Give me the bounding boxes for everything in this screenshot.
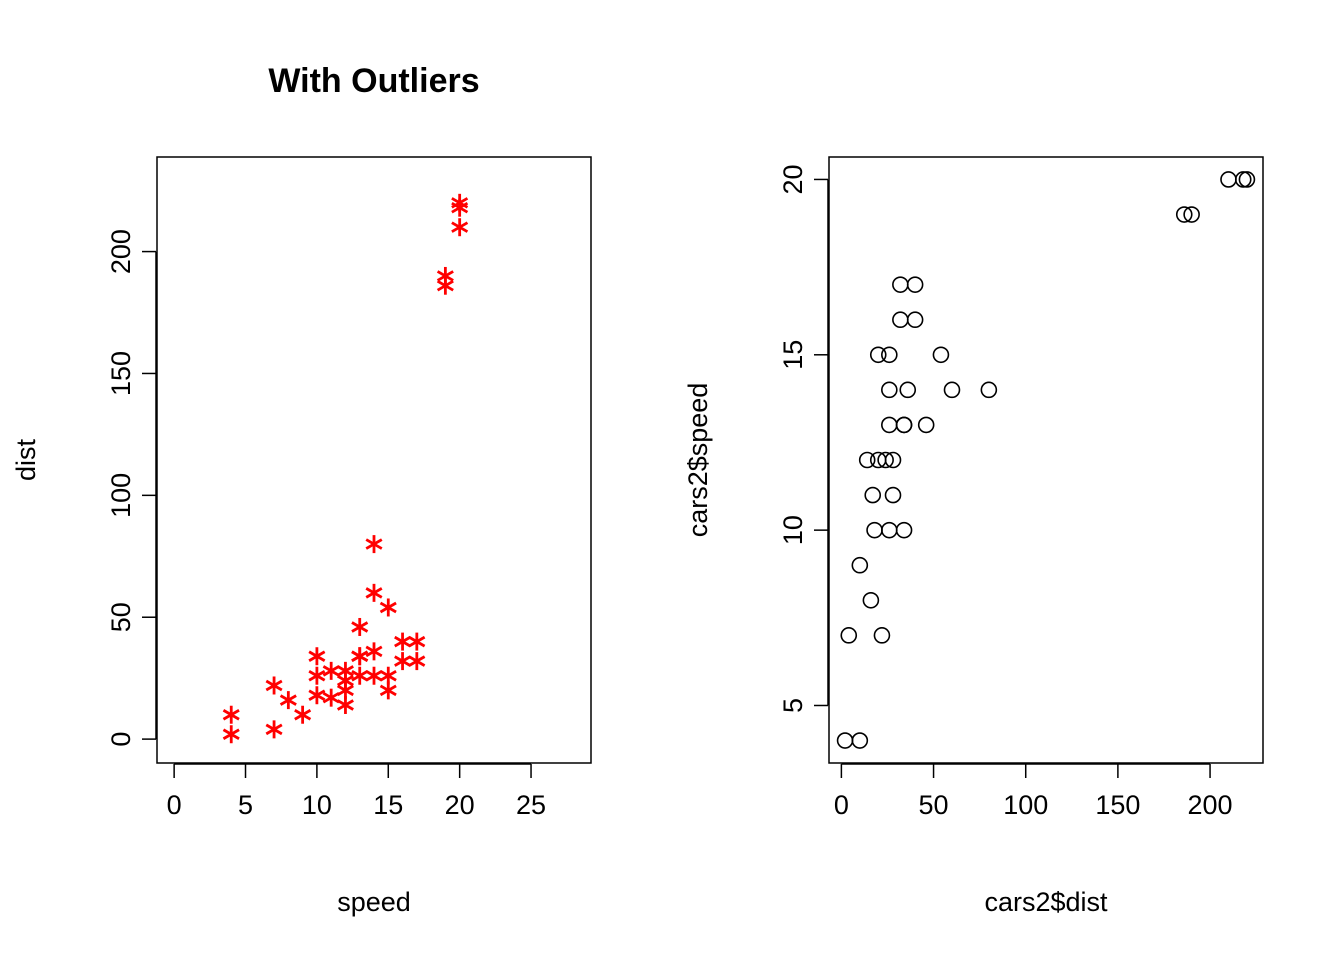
circle-point [877, 451, 894, 469]
asterisk-point [394, 632, 412, 651]
left-chart-title: With Outliers [268, 62, 479, 100]
circle-point [858, 451, 876, 469]
circle-point [881, 521, 898, 539]
circle-point [851, 732, 869, 749]
asterisk-point [336, 661, 354, 680]
left-x-tick-label: 20 [445, 790, 475, 820]
asterisk-point [408, 652, 426, 671]
circle-point [892, 276, 909, 293]
asterisk-point [222, 705, 240, 724]
right-y-tick-label: 10 [778, 515, 808, 545]
asterisk-point [351, 617, 369, 636]
circle-point [895, 521, 913, 539]
circle-point [1220, 171, 1237, 188]
circle-point [840, 627, 858, 644]
circle-point [836, 732, 854, 749]
asterisk-point [451, 218, 469, 237]
left-y-tick-label: 0 [106, 732, 136, 747]
right-x-axis: 0 50 100 150 200 [834, 763, 1233, 820]
asterisk-point [265, 720, 283, 739]
circle-point [895, 416, 913, 434]
circle-point [1175, 206, 1193, 223]
circle-point [1238, 171, 1256, 188]
asterisk-point [451, 193, 469, 212]
left-x-tick-label: 15 [373, 790, 403, 820]
circle-point [851, 556, 869, 574]
asterisk-point [436, 266, 454, 285]
asterisk-point [322, 661, 340, 680]
asterisk-point [365, 666, 383, 685]
left-x-axis-label: speed [337, 887, 411, 917]
asterisk-point [308, 666, 326, 685]
circle-point [884, 451, 902, 469]
asterisk-point [265, 676, 283, 695]
circle-point [881, 381, 898, 399]
right-x-tick-label: 150 [1095, 790, 1140, 820]
asterisk-point [351, 647, 369, 666]
circle-point [892, 311, 909, 329]
left-x-tick-label: 10 [302, 790, 332, 820]
circle-point [932, 346, 950, 364]
circle-point [917, 416, 935, 434]
left-x-tick-label: 0 [167, 790, 182, 820]
circle-point [869, 346, 887, 364]
circle-point [864, 486, 882, 504]
circle-point [943, 381, 961, 399]
left-plot-frame [156, 156, 592, 764]
left-y-tick-label: 150 [106, 351, 136, 396]
left-y-tick-label: 200 [106, 229, 136, 274]
asterisk-point [365, 583, 383, 602]
circle-point [862, 591, 880, 609]
asterisk-point [365, 642, 383, 661]
asterisk-point [379, 666, 397, 685]
left-y-axis: 0 50 100 150 200 [106, 229, 157, 747]
asterisk-point [365, 535, 383, 554]
asterisk-point [222, 725, 240, 744]
asterisk-point [322, 688, 340, 707]
circle-point [881, 346, 898, 364]
left-x-tick-label: 5 [238, 790, 253, 820]
circle-point [980, 381, 998, 399]
circle-point [1183, 206, 1200, 223]
asterisk-point [308, 686, 326, 705]
right-plot-frame [828, 156, 1264, 764]
right-point-layer [836, 171, 1256, 749]
right-y-tick-label: 5 [778, 698, 808, 713]
asterisk-point [308, 647, 326, 666]
asterisk-point [408, 632, 426, 651]
circle-point [906, 276, 924, 293]
circle-point [1234, 171, 1252, 188]
asterisk-point [294, 705, 312, 724]
right-x-tick-label: 50 [919, 790, 949, 820]
left-y-tick-label: 50 [106, 602, 136, 632]
right-y-axis-label: cars2$speed [683, 383, 713, 538]
right-x-tick-label: 200 [1188, 790, 1233, 820]
left-scatter-panel: With Outliers speed dist 0 5 10 15 20 25 0 50 1… [11, 62, 592, 917]
circle-point [866, 521, 883, 539]
right-x-tick-label: 100 [1003, 790, 1048, 820]
asterisk-point [279, 691, 297, 710]
left-y-axis-label: dist [11, 439, 41, 482]
circle-point [906, 311, 924, 329]
right-x-axis-label: cars2$dist [984, 887, 1108, 917]
circle-point [873, 627, 891, 644]
asterisk-point [394, 652, 412, 671]
circle-point [884, 486, 902, 504]
circle-point [899, 381, 917, 399]
right-y-tick-label: 15 [778, 340, 808, 370]
left-y-tick-label: 100 [106, 473, 136, 518]
right-scatter-panel: cars2$dist cars2$speed 0 50 100 150 200 5 10 1… [683, 156, 1264, 917]
left-x-axis: 0 5 10 15 20 25 [167, 763, 546, 820]
left-point-layer [222, 193, 469, 744]
right-x-tick-label: 0 [834, 790, 849, 820]
right-y-tick-label: 20 [778, 164, 808, 194]
circle-point [881, 416, 898, 434]
asterisk-point [351, 666, 369, 685]
left-x-tick-label: 25 [516, 790, 546, 820]
asterisk-point [379, 598, 397, 617]
right-y-axis: 5 10 15 20 [778, 164, 829, 713]
